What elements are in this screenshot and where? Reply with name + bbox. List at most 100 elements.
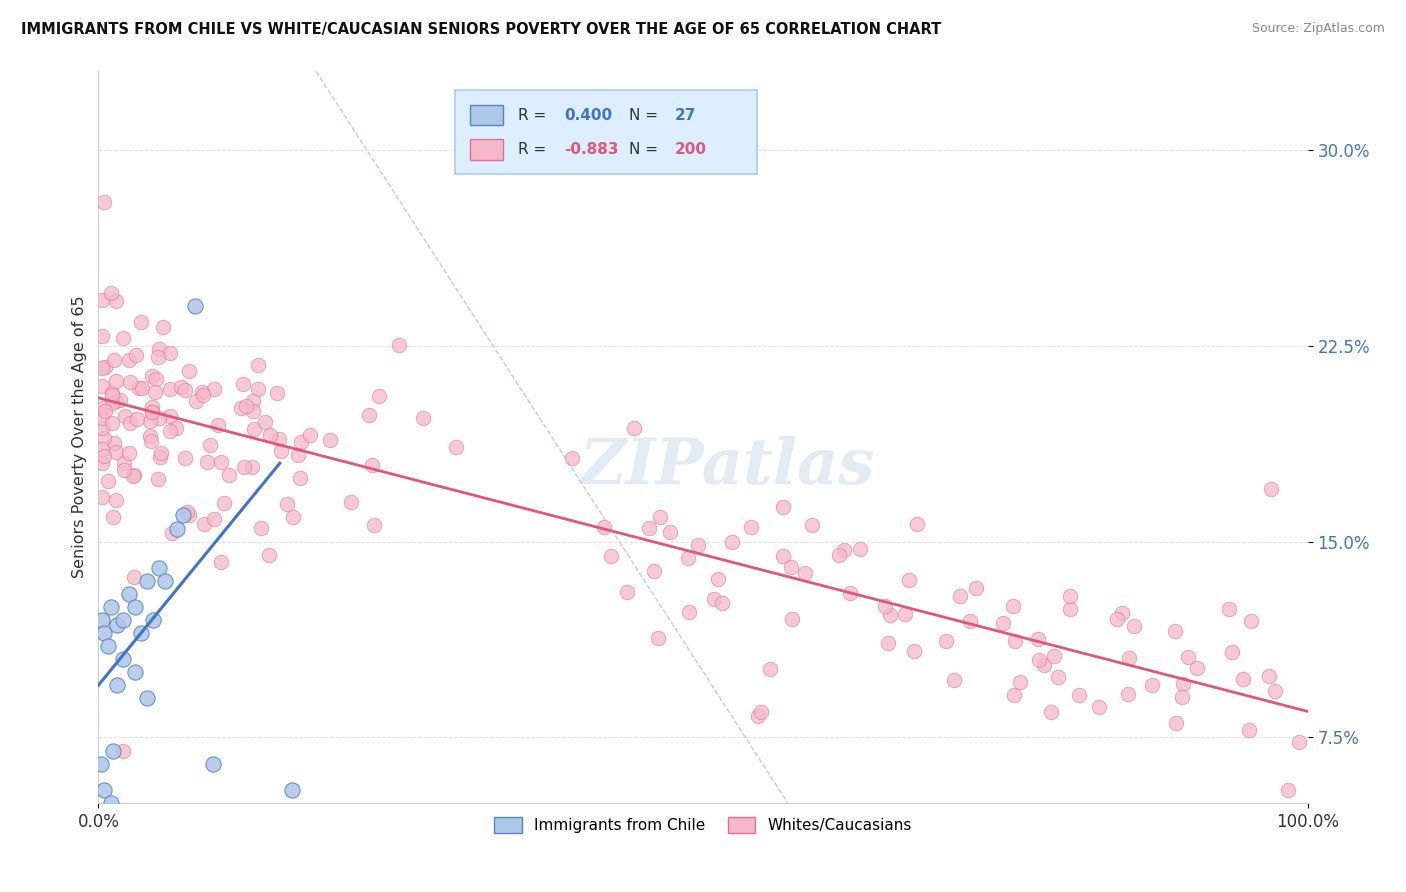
Point (1032, 658, 1054, 673)
Point (1001, 599, 1024, 614)
Point (257, 548, 280, 562)
Point (100, 387, 122, 401)
Point (1218, 601, 1240, 615)
Point (1002, 688, 1025, 702)
Point (298, 427, 321, 442)
Point (1288, 735, 1310, 749)
Point (122, 569, 145, 583)
Point (177, 508, 200, 523)
Point (246, 358, 269, 372)
Point (388, 338, 411, 352)
Text: 200: 200 (675, 142, 707, 157)
Point (1042, 648, 1064, 663)
Point (747, 709, 769, 723)
Point (153, 574, 176, 588)
Point (193, 517, 215, 532)
Point (146, 472, 169, 486)
Text: Source: ZipAtlas.com: Source: ZipAtlas.com (1251, 22, 1385, 36)
Point (166, 521, 188, 535)
Y-axis label: Seniors Poverty Over the Age of 65: Seniors Poverty Over the Age of 65 (72, 296, 87, 578)
Point (172, 508, 194, 523)
Point (1008, 675, 1031, 690)
Point (444, 441, 467, 455)
Point (907, 516, 929, 531)
Point (165, 421, 187, 435)
Point (780, 612, 803, 626)
Point (1257, 668, 1279, 682)
Point (232, 377, 254, 392)
Point (839, 586, 862, 600)
Point (105, 618, 128, 632)
Point (253, 416, 276, 430)
Point (898, 573, 921, 587)
Point (112, 462, 135, 476)
Point (703, 591, 725, 606)
Point (100, 286, 122, 301)
Point (643, 564, 665, 578)
Point (160, 525, 183, 540)
Point (647, 631, 669, 645)
Point (184, 393, 207, 408)
Point (290, 435, 312, 450)
Point (93, 782, 115, 797)
Point (363, 518, 385, 533)
Point (876, 636, 898, 650)
Point (129, 809, 152, 823)
Point (159, 424, 181, 438)
Point (281, 510, 304, 524)
Point (91, 456, 114, 470)
Point (943, 673, 966, 687)
Point (97, 639, 120, 653)
Point (616, 585, 638, 599)
Point (111, 652, 134, 666)
Point (903, 644, 925, 658)
Point (111, 613, 134, 627)
Point (93, 194, 115, 209)
Point (959, 615, 981, 629)
Point (141, 434, 163, 449)
Point (267, 433, 290, 447)
Point (97, 474, 120, 488)
Point (118, 446, 141, 460)
Point (287, 448, 309, 462)
Point (149, 450, 172, 464)
Text: R =: R = (517, 108, 551, 123)
Point (91, 410, 114, 425)
Point (141, 404, 163, 418)
Point (1047, 670, 1070, 684)
Point (104, 374, 127, 388)
Point (243, 422, 266, 436)
Point (202, 382, 225, 396)
Point (259, 427, 281, 442)
Point (91, 442, 114, 457)
Text: 0.400: 0.400 (564, 108, 612, 123)
Point (658, 525, 681, 540)
Point (124, 599, 146, 614)
Point (195, 455, 218, 469)
Point (120, 375, 142, 389)
Point (368, 389, 391, 403)
Point (111, 331, 134, 345)
Point (1240, 615, 1263, 629)
Point (103, 352, 125, 367)
Point (720, 534, 742, 549)
Point (1105, 612, 1128, 626)
Point (101, 396, 124, 410)
Point (1087, 699, 1109, 714)
Point (276, 497, 298, 511)
Point (1067, 688, 1090, 702)
Point (141, 369, 163, 384)
Point (105, 492, 128, 507)
Point (242, 403, 264, 417)
Point (848, 541, 870, 556)
Point (111, 743, 134, 757)
Point (91, 613, 114, 627)
Point (91, 361, 114, 376)
Point (319, 434, 342, 448)
Point (1026, 632, 1049, 646)
Point (141, 405, 163, 419)
Point (131, 381, 153, 395)
Point (191, 387, 214, 401)
Point (233, 460, 256, 475)
Point (93, 626, 115, 640)
